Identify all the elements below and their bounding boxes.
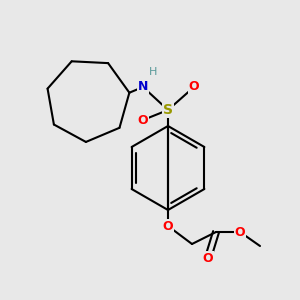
Text: O: O [163,220,173,232]
Text: O: O [189,80,199,94]
Text: O: O [235,226,245,238]
Text: H: H [149,67,157,77]
Text: O: O [138,113,148,127]
Text: O: O [203,251,213,265]
Text: S: S [163,103,173,117]
Text: N: N [138,80,148,94]
